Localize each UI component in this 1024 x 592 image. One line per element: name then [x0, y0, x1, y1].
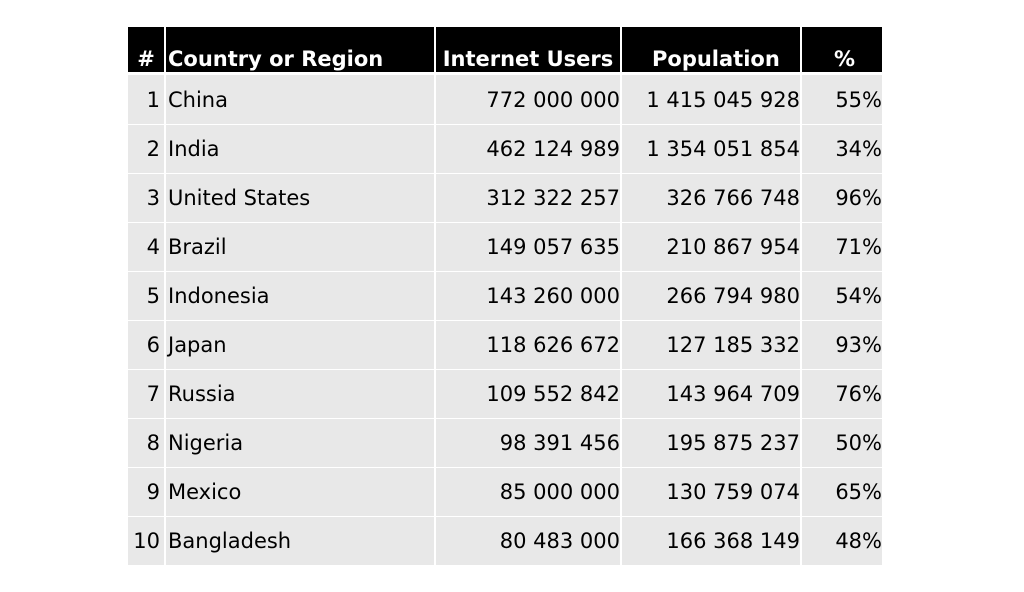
cell-population: 1 354 051 854	[620, 124, 800, 173]
cell-rank: 3	[128, 173, 164, 222]
cell-percent: 50%	[800, 418, 882, 467]
table-row: 10 Bangladesh 80 483 000 166 368 149 48%	[128, 516, 882, 565]
cell-rank: 1	[128, 75, 164, 124]
cell-rank: 6	[128, 320, 164, 369]
cell-internet-users: 462 124 989	[434, 124, 620, 173]
cell-country: Russia	[164, 369, 434, 418]
cell-internet-users: 80 483 000	[434, 516, 620, 565]
header-population: Population	[620, 27, 800, 75]
cell-country: Mexico	[164, 467, 434, 516]
cell-internet-users: 312 322 257	[434, 173, 620, 222]
table-row: 6 Japan 118 626 672 127 185 332 93%	[128, 320, 882, 369]
cell-internet-users: 109 552 842	[434, 369, 620, 418]
cell-population: 143 964 709	[620, 369, 800, 418]
cell-country: China	[164, 75, 434, 124]
cell-internet-users: 772 000 000	[434, 75, 620, 124]
cell-population: 130 759 074	[620, 467, 800, 516]
header-rank: #	[128, 27, 164, 75]
table-row: 7 Russia 109 552 842 143 964 709 76%	[128, 369, 882, 418]
cell-rank: 5	[128, 271, 164, 320]
cell-internet-users: 98 391 456	[434, 418, 620, 467]
cell-country: India	[164, 124, 434, 173]
table-row: 3 United States 312 322 257 326 766 748 …	[128, 173, 882, 222]
table-header: # Country or Region Internet Users Popul…	[128, 27, 882, 75]
cell-rank: 4	[128, 222, 164, 271]
table-row: 4 Brazil 149 057 635 210 867 954 71%	[128, 222, 882, 271]
table-row: 2 India 462 124 989 1 354 051 854 34%	[128, 124, 882, 173]
cell-population: 210 867 954	[620, 222, 800, 271]
cell-percent: 65%	[800, 467, 882, 516]
cell-percent: 93%	[800, 320, 882, 369]
cell-country: Japan	[164, 320, 434, 369]
cell-internet-users: 118 626 672	[434, 320, 620, 369]
cell-percent: 55%	[800, 75, 882, 124]
cell-population: 127 185 332	[620, 320, 800, 369]
cell-percent: 48%	[800, 516, 882, 565]
cell-rank: 2	[128, 124, 164, 173]
cell-population: 195 875 237	[620, 418, 800, 467]
cell-internet-users: 143 260 000	[434, 271, 620, 320]
cell-rank: 7	[128, 369, 164, 418]
cell-rank: 9	[128, 467, 164, 516]
cell-country: Nigeria	[164, 418, 434, 467]
cell-internet-users: 149 057 635	[434, 222, 620, 271]
cell-rank: 8	[128, 418, 164, 467]
cell-population: 266 794 980	[620, 271, 800, 320]
cell-percent: 96%	[800, 173, 882, 222]
cell-percent: 34%	[800, 124, 882, 173]
cell-population: 166 368 149	[620, 516, 800, 565]
cell-country: Bangladesh	[164, 516, 434, 565]
header-country: Country or Region	[164, 27, 434, 75]
cell-percent: 76%	[800, 369, 882, 418]
table-row: 8 Nigeria 98 391 456 195 875 237 50%	[128, 418, 882, 467]
cell-population: 1 415 045 928	[620, 75, 800, 124]
cell-rank: 10	[128, 516, 164, 565]
cell-country: Brazil	[164, 222, 434, 271]
cell-country: Indonesia	[164, 271, 434, 320]
internet-users-table: # Country or Region Internet Users Popul…	[128, 27, 882, 565]
table-row: 5 Indonesia 143 260 000 266 794 980 54%	[128, 271, 882, 320]
header-percent: %	[800, 27, 882, 75]
cell-percent: 71%	[800, 222, 882, 271]
header-internet-users: Internet Users	[434, 27, 620, 75]
table-row: 9 Mexico 85 000 000 130 759 074 65%	[128, 467, 882, 516]
table-row: 1 China 772 000 000 1 415 045 928 55%	[128, 75, 882, 124]
header-row: # Country or Region Internet Users Popul…	[128, 27, 882, 75]
table-body: 1 China 772 000 000 1 415 045 928 55% 2 …	[128, 75, 882, 565]
cell-internet-users: 85 000 000	[434, 467, 620, 516]
cell-percent: 54%	[800, 271, 882, 320]
cell-population: 326 766 748	[620, 173, 800, 222]
cell-country: United States	[164, 173, 434, 222]
